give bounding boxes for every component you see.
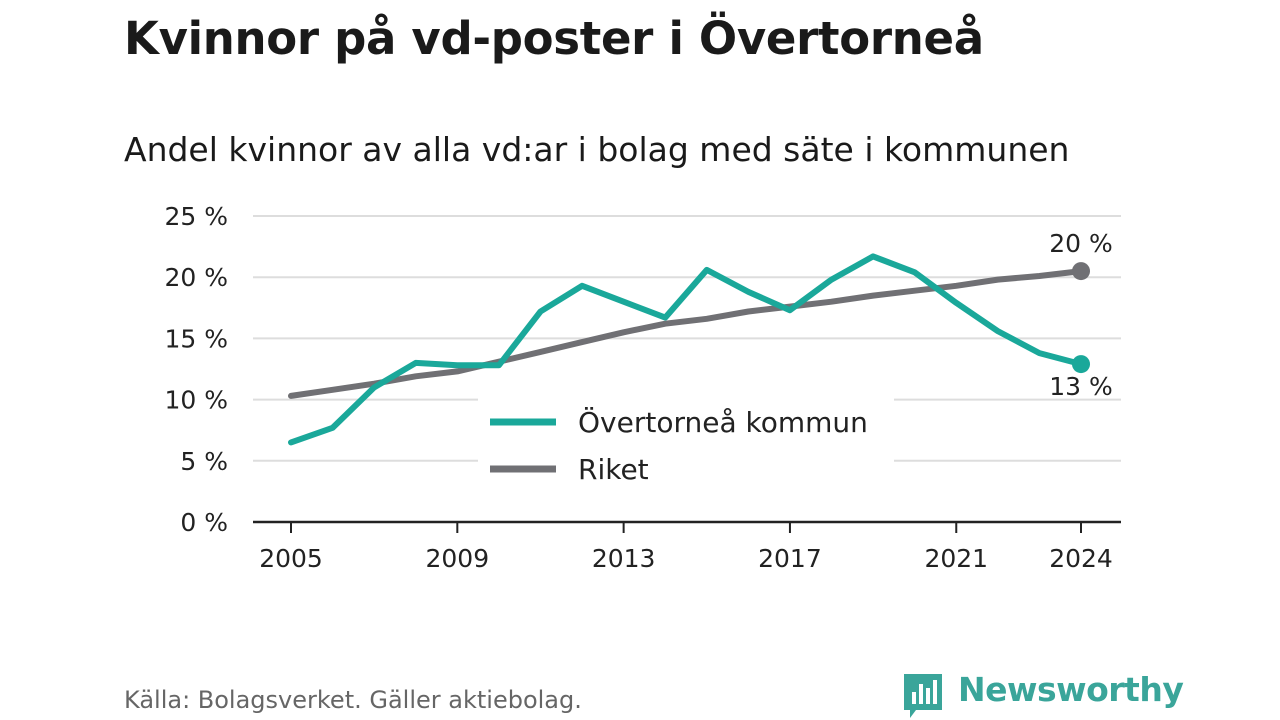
series-line-riket (288, 268, 1084, 399)
chart-title: Kvinnor på vd-poster i Övertorneå (124, 12, 984, 65)
y-tick-label: 20 % (164, 263, 228, 292)
x-tick-label: 2024 (1049, 544, 1113, 573)
end-point-kommun (1072, 355, 1090, 374)
end-point-riket (1072, 262, 1090, 281)
legend-label-kommun: Övertorneå kommun (578, 405, 868, 439)
y-tick-label: 0 % (180, 508, 228, 537)
end-label-kommun: 13 % (1049, 372, 1113, 401)
y-tick-label: 10 % (164, 386, 228, 415)
x-tick-label: 2009 (426, 544, 490, 573)
legend-label-riket: Riket (578, 453, 649, 486)
y-tick-label: 5 % (180, 447, 228, 476)
x-axis: 2005 2009 2013 2017 2021 2024 (253, 520, 1121, 573)
source-note: Källa: Bolagsverket. Gäller aktiebolag. (124, 686, 582, 714)
end-label-riket: 20 % (1049, 229, 1113, 258)
series-line-kommun (288, 253, 1084, 446)
y-tick-label: 15 % (164, 324, 228, 353)
x-tick-label: 2013 (592, 544, 656, 573)
chart-subtitle: Andel kvinnor av alla vd:ar i bolag med … (124, 130, 1070, 169)
brand-name: Newsworthy (958, 670, 1184, 709)
y-tick-label: 25 % (164, 202, 228, 231)
x-tick-label: 2021 (924, 544, 988, 573)
end-labels: 20 % 13 % (1049, 229, 1113, 401)
x-tick-label: 2017 (758, 544, 822, 573)
x-tick-label: 2005 (259, 544, 323, 573)
legend: Övertorneå kommun Riket (478, 398, 894, 494)
legend-background (478, 398, 894, 494)
y-axis-ticks: 0 % 5 % 10 % 15 % 20 % 25 % (164, 202, 228, 537)
line-chart: 0 %5 %10 %15 %20 %25 % 2005 2009 2013 2017 2… (164, 202, 1121, 573)
newsworthy-logo-icon (904, 674, 942, 718)
series (288, 253, 1090, 446)
